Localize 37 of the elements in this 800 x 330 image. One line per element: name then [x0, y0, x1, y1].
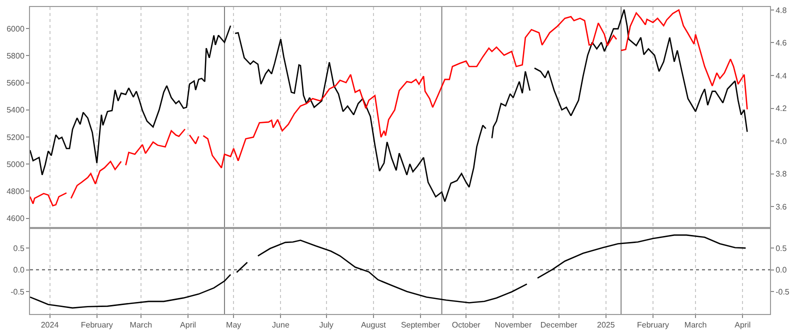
- x-tick-label: 2025: [596, 320, 616, 330]
- y-tick-label: 6000: [6, 24, 25, 34]
- y2-tick-label: 4.4: [776, 71, 788, 80]
- x-tick-label: March: [130, 320, 152, 330]
- y-tick-label: 0.5: [13, 244, 25, 253]
- y2-tick-label: -0.5: [776, 287, 790, 296]
- y-tick-label: 5600: [6, 78, 25, 88]
- x-tick-label: April: [734, 320, 751, 330]
- x-tick-label: April: [180, 320, 196, 330]
- x-tick-label: March: [684, 320, 707, 330]
- y-tick-label: 5800: [6, 51, 25, 60]
- y2-tick-label: 3.6: [776, 202, 788, 212]
- y2-tick-label: 4.0: [776, 136, 788, 146]
- y-tick-label: 5000: [6, 160, 25, 169]
- x-tick-label: February: [636, 320, 670, 330]
- x-tick-label: June: [272, 320, 290, 330]
- y2-tick-label: 0.5: [776, 244, 788, 253]
- x-tick-label: February: [80, 320, 113, 330]
- x-tick-label: 2024: [40, 320, 60, 330]
- y-tick-label: 4600: [6, 214, 25, 224]
- y2-tick-label: 3.8: [776, 170, 788, 179]
- y2-tick-label: 4.6: [776, 38, 788, 48]
- y-tick-label: 4800: [6, 187, 25, 196]
- y-tick-label: 5400: [6, 106, 25, 115]
- x-tick-label: October: [452, 320, 481, 330]
- y-tick-label: 5200: [6, 132, 25, 142]
- y-tick-label: -0.5: [10, 287, 25, 296]
- x-tick-label: September: [400, 320, 440, 330]
- y2-tick-label: 4.8: [776, 6, 788, 15]
- x-tick-label: August: [360, 320, 387, 330]
- y-tick-label: 0.0: [13, 266, 25, 275]
- y2-tick-label: 4.2: [776, 104, 788, 114]
- x-tick-label: July: [319, 320, 334, 330]
- x-tick-label: November: [494, 320, 532, 330]
- y2-tick-label: 0.0: [776, 266, 788, 275]
- x-tick-label: May: [226, 320, 242, 330]
- x-tick-label: December: [540, 320, 578, 330]
